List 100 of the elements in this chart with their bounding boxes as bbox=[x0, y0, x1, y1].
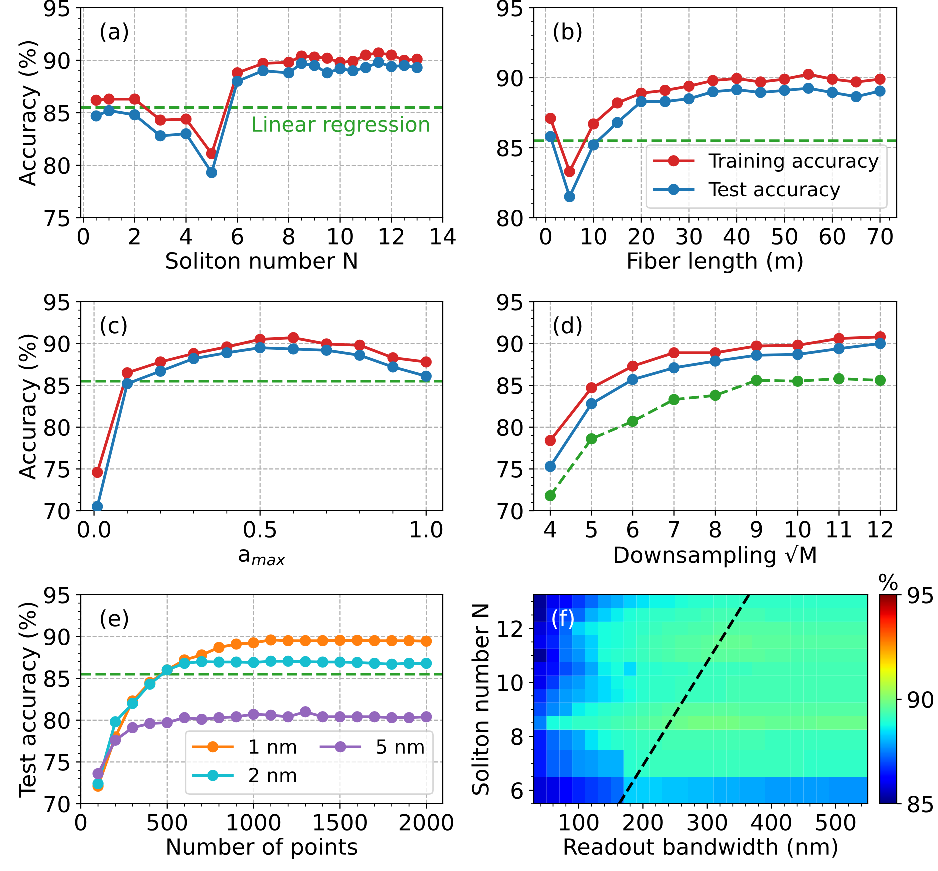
point bbox=[627, 374, 639, 386]
point bbox=[421, 658, 432, 670]
y-tick-label: 12 bbox=[498, 620, 522, 638]
point bbox=[92, 778, 104, 790]
x-tick-label: 1500 bbox=[314, 814, 367, 831]
point bbox=[334, 656, 346, 668]
y-tick-label: 70 bbox=[498, 502, 523, 520]
point bbox=[834, 343, 845, 354]
point bbox=[386, 635, 398, 647]
point bbox=[122, 378, 134, 390]
y-tick-label: 95 bbox=[44, 294, 70, 311]
y-tick-label: 10 bbox=[498, 674, 523, 692]
point bbox=[755, 76, 766, 88]
point bbox=[386, 658, 398, 670]
x-axis-title: Fiber length (m) bbox=[628, 252, 803, 274]
y-tick-label: 6 bbox=[512, 782, 523, 800]
point bbox=[282, 635, 294, 647]
point bbox=[684, 93, 695, 105]
x-tick-label: 100 bbox=[560, 814, 599, 831]
point bbox=[586, 434, 598, 445]
point bbox=[668, 362, 680, 374]
point bbox=[92, 501, 104, 511]
point bbox=[155, 114, 166, 126]
point bbox=[180, 128, 192, 140]
x-tick-label: 11 bbox=[828, 521, 852, 538]
x-tick-label: 12 bbox=[868, 521, 892, 538]
y-axis-title: Accuracy (%) bbox=[18, 334, 40, 480]
x-tick-label: 300 bbox=[688, 814, 728, 831]
point bbox=[874, 74, 886, 85]
point bbox=[122, 368, 134, 379]
point bbox=[232, 76, 244, 88]
point bbox=[612, 98, 624, 109]
y-tick-label: 85 bbox=[498, 378, 522, 394]
point bbox=[874, 375, 886, 386]
x-axis-title: a$_{max}$ bbox=[239, 549, 286, 566]
x-tick-label: 200 bbox=[624, 814, 663, 831]
point bbox=[751, 375, 762, 386]
y-tick-label: 80 bbox=[44, 419, 70, 436]
point bbox=[708, 75, 719, 86]
point bbox=[334, 63, 346, 74]
point bbox=[104, 94, 115, 105]
x-tick-label: 9 bbox=[751, 521, 762, 538]
point bbox=[544, 461, 556, 472]
y-tick-label: 85 bbox=[44, 670, 70, 688]
point bbox=[214, 642, 225, 654]
point bbox=[369, 658, 380, 670]
point bbox=[155, 130, 166, 142]
point bbox=[612, 117, 624, 128]
point bbox=[850, 91, 862, 102]
y-tick-label: 85 bbox=[44, 104, 70, 122]
y-tick-label: 75 bbox=[44, 210, 70, 227]
point bbox=[636, 96, 648, 108]
point bbox=[360, 50, 372, 61]
point bbox=[230, 638, 242, 650]
x-tick-label: 8 bbox=[710, 521, 722, 538]
point bbox=[206, 148, 218, 160]
point bbox=[751, 350, 762, 362]
x-tick-label: 5 bbox=[586, 521, 597, 538]
point bbox=[421, 636, 432, 647]
point bbox=[369, 712, 380, 723]
point bbox=[586, 398, 598, 410]
point bbox=[266, 656, 277, 668]
point bbox=[288, 344, 300, 355]
point bbox=[288, 332, 300, 344]
x-tick-label: 6 bbox=[232, 228, 244, 245]
point bbox=[803, 82, 814, 94]
x-tick-label: 70 bbox=[868, 228, 893, 245]
legend-label: Test accuracy bbox=[708, 182, 840, 200]
point bbox=[627, 416, 639, 428]
point bbox=[588, 140, 600, 151]
annotation: (a) bbox=[101, 22, 128, 43]
y-tick-label: 90 bbox=[497, 336, 523, 353]
x-tick-label: 8 bbox=[283, 228, 295, 245]
y-tick-label: 80 bbox=[44, 712, 70, 730]
point bbox=[348, 65, 359, 77]
point bbox=[317, 635, 328, 647]
point bbox=[92, 768, 104, 780]
point bbox=[545, 131, 556, 142]
point bbox=[266, 710, 277, 721]
point bbox=[420, 370, 432, 382]
point bbox=[412, 62, 423, 74]
x-tick-label: 1000 bbox=[228, 814, 281, 831]
y-tick-label: 90 bbox=[44, 336, 70, 353]
point bbox=[404, 635, 415, 647]
point bbox=[388, 352, 399, 364]
y-tick-label: 95 bbox=[44, 586, 70, 604]
point bbox=[90, 110, 102, 122]
point bbox=[230, 712, 242, 723]
point bbox=[386, 50, 398, 61]
point bbox=[545, 113, 556, 124]
x-tick-label: 400 bbox=[752, 814, 792, 831]
point bbox=[826, 74, 838, 85]
point bbox=[104, 105, 115, 116]
color-bar-title: % bbox=[879, 574, 898, 591]
point bbox=[196, 714, 208, 726]
point bbox=[300, 656, 312, 668]
point bbox=[282, 712, 294, 723]
x-tick-label: 0.5 bbox=[244, 521, 276, 538]
legend-label: Training accuracy bbox=[708, 153, 879, 172]
point bbox=[129, 94, 140, 105]
